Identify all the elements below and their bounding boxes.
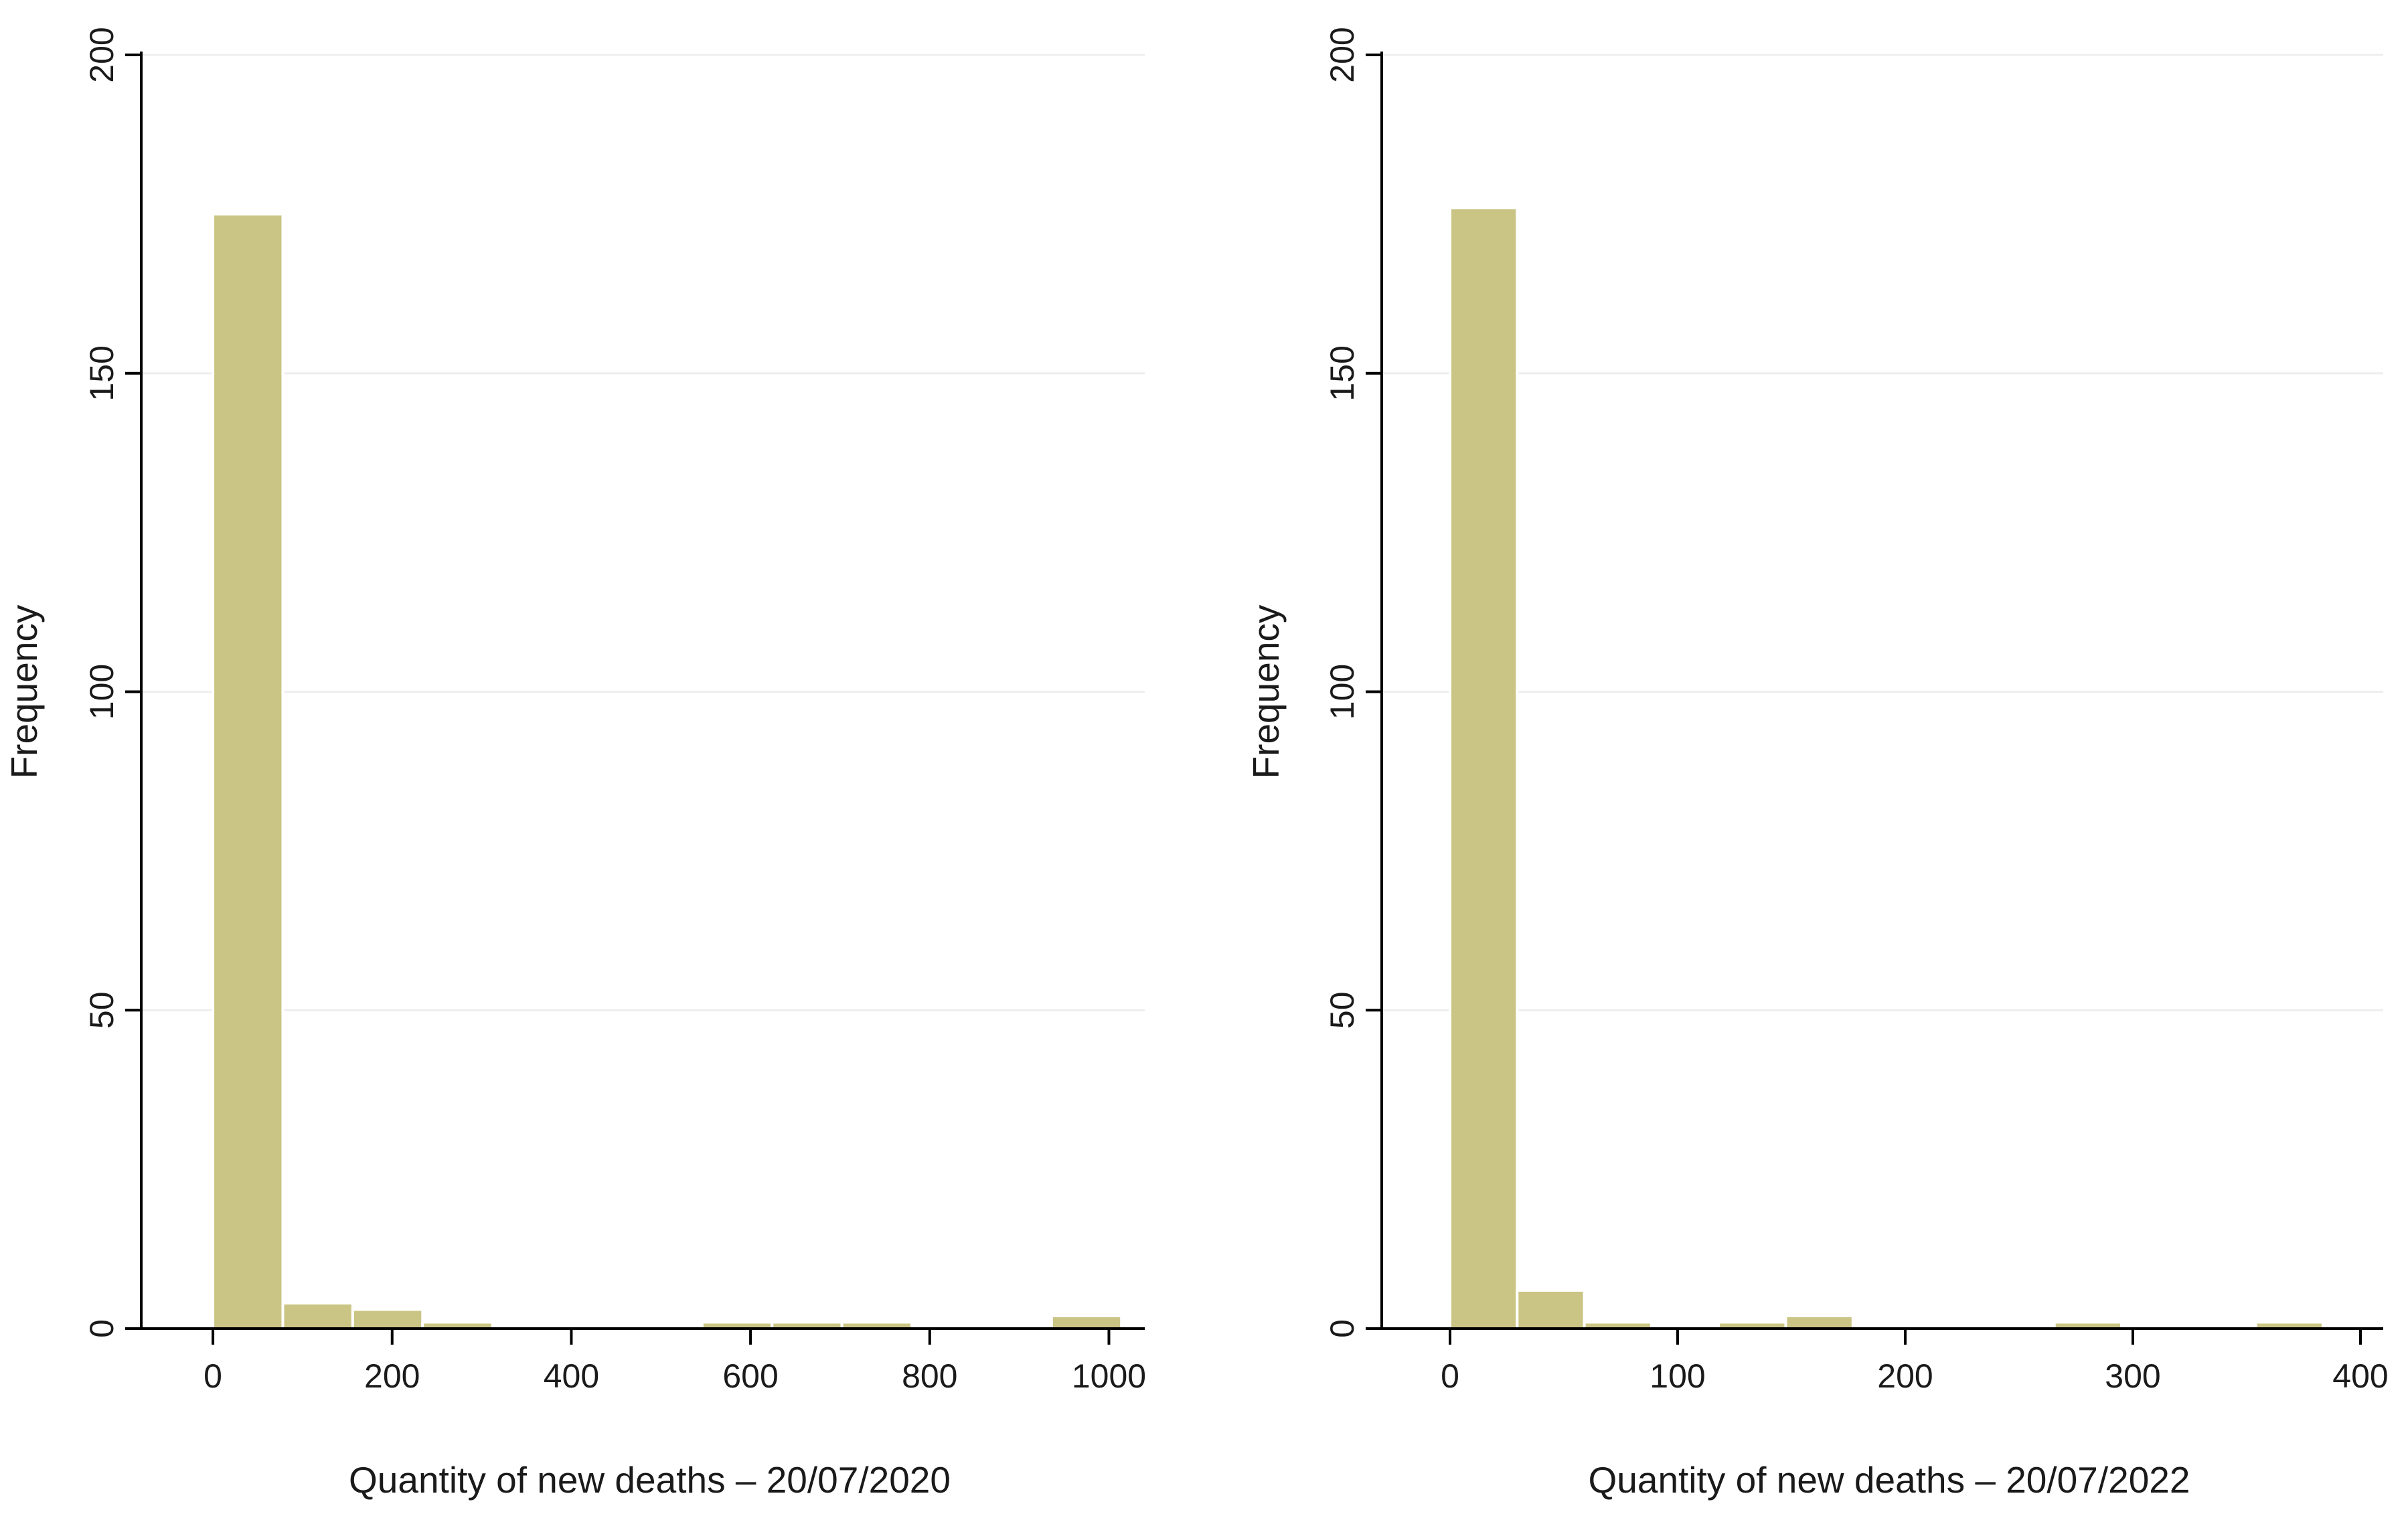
x-tick-label: 400 <box>544 1357 599 1395</box>
histogram-bar <box>1784 1314 1854 1330</box>
x-tick-label: 1000 <box>1072 1357 1146 1395</box>
histogram-bar <box>351 1308 424 1330</box>
x-ticks: 0 200 400 600 800 1000 <box>204 1329 1146 1395</box>
x-tick-label: 800 <box>902 1357 957 1395</box>
y-tick-label: 50 <box>1323 991 1361 1029</box>
y-tick-label: 150 <box>1323 345 1361 401</box>
y-tick-label: 200 <box>1323 27 1361 82</box>
y-tick-label: 150 <box>83 345 121 401</box>
x-tick-label: 0 <box>204 1357 222 1395</box>
y-tick-label: 0 <box>1323 1319 1361 1338</box>
histogram-bar <box>1050 1314 1123 1330</box>
histogram-bar <box>1449 206 1519 1330</box>
y-tick-label: 100 <box>1323 664 1361 720</box>
x-ticks: 0 100 200 300 400 <box>1441 1329 2389 1395</box>
x-tick-label: 200 <box>364 1357 420 1395</box>
x-tick-label: 0 <box>1441 1357 1459 1395</box>
y-axis-title: Frequency <box>1245 604 1287 778</box>
y-tick-label: 50 <box>83 991 121 1029</box>
histogram-bar <box>212 212 285 1330</box>
y-ticks: 0 50 100 150 200 <box>1323 27 1382 1338</box>
y-tick-label: 200 <box>83 27 121 82</box>
y-tick-label: 0 <box>83 1319 121 1338</box>
x-tick-label: 400 <box>2332 1357 2388 1395</box>
x-tick-label: 600 <box>722 1357 778 1395</box>
y-axis-title: Frequency <box>3 604 45 778</box>
x-axis-title: Quantity of new deaths – 20/07/2020 <box>349 1459 951 1501</box>
histogram-bar <box>281 1301 354 1330</box>
histogram-panel-2020: 0 50 100 150 200 0 200 400 600 800 1000 Frequency… <box>3 27 1146 1501</box>
y-tick-label: 100 <box>83 664 121 720</box>
histogram-bars <box>1449 206 2324 1331</box>
y-ticks: 0 50 100 150 200 <box>83 27 141 1338</box>
histogram-panel-2022: 0 50 100 150 200 0 100 200 300 400 Frequency Qua… <box>1245 27 2389 1501</box>
grid-lines <box>141 54 1145 1011</box>
x-axis-title: Quantity of new deaths – 20/07/2022 <box>1589 1459 2190 1501</box>
histogram-bar <box>1516 1288 1586 1331</box>
x-tick-label: 200 <box>1877 1357 1933 1395</box>
grid-lines <box>1382 54 2383 1011</box>
x-tick-label: 100 <box>1650 1357 1705 1395</box>
x-tick-label: 300 <box>2105 1357 2160 1395</box>
